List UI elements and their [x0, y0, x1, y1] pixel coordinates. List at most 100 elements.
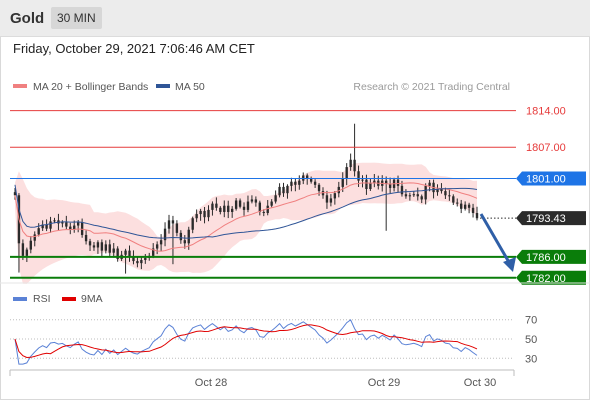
candle-body [116, 248, 119, 259]
candle-body [337, 186, 340, 194]
ma20-legend-swatch [13, 84, 27, 88]
candle-body [325, 195, 329, 203]
candle-body [179, 232, 183, 241]
candle-body [274, 195, 277, 202]
timeframe-button[interactable]: 30 MIN [51, 7, 102, 29]
candle-body [45, 224, 48, 229]
candle-body [471, 207, 475, 214]
candle-body [341, 178, 344, 187]
candle-body [416, 194, 419, 197]
candle-body [440, 189, 443, 192]
candle-body [424, 185, 427, 200]
candle-body [96, 242, 100, 248]
candle-body [112, 248, 115, 253]
candle-body [475, 213, 479, 219]
candle-body [262, 211, 265, 214]
x-label-oct30: Oct 30 [464, 377, 496, 389]
candle-body [282, 186, 285, 194]
candle-body [199, 210, 202, 215]
candle-body [266, 205, 269, 214]
candle-body [140, 260, 143, 264]
candle-body [373, 180, 376, 183]
candle-body [76, 222, 80, 226]
candle-body [65, 222, 68, 227]
candle-body [219, 207, 222, 212]
candle-body [384, 180, 388, 184]
candle-body [159, 240, 163, 245]
level-tag-1782.00 [516, 270, 586, 285]
candle-body [108, 244, 111, 253]
candle-body [452, 196, 455, 203]
candle-body [144, 257, 147, 261]
candle-body [404, 194, 408, 197]
candle-body [152, 248, 155, 256]
candle-body [428, 182, 431, 186]
candle-body [53, 220, 56, 222]
candle-body [187, 229, 190, 244]
candle-body [444, 191, 447, 196]
candle-body [92, 245, 96, 248]
candle-body [294, 181, 297, 185]
candle-body [211, 203, 214, 210]
candle-body [246, 201, 250, 210]
level-label-1807.00: 1807.00 [526, 142, 566, 154]
candle-body [230, 208, 234, 212]
level-label-1793.43: 1793.43 [526, 213, 566, 225]
candle-body [408, 195, 412, 197]
candle-body [234, 200, 238, 209]
candle-body [278, 186, 281, 196]
candle-body [467, 204, 471, 208]
candle-body [124, 250, 127, 255]
ma20-line [14, 182, 478, 252]
candle-body [302, 175, 305, 181]
rsi-legend-label: RSI [33, 293, 51, 305]
candle-body [463, 204, 467, 209]
candle-body [69, 226, 72, 230]
chart-header: Gold 30 MIN [0, 0, 590, 37]
ma50-line [14, 184, 478, 239]
level-label-1782.00: 1782.00 [526, 273, 566, 285]
candle-body [155, 244, 159, 249]
rsi-level-label-50: 50 [525, 334, 537, 346]
rsi-line [14, 319, 478, 365]
rsi-legend-swatch [13, 297, 27, 301]
level-tag-1801.00 [516, 171, 586, 186]
candle-body [80, 222, 84, 235]
candle-body [400, 185, 404, 195]
candle-body [298, 180, 301, 185]
candle-body [412, 194, 416, 196]
candle-body [37, 228, 40, 235]
candle-body [460, 203, 463, 209]
candle-body [104, 244, 108, 251]
candle-body [258, 202, 262, 212]
candle-body [73, 225, 76, 230]
rsi-level-label-70: 70 [525, 315, 537, 327]
candle-body [21, 243, 25, 256]
candle-body [88, 241, 92, 246]
candle-body [309, 178, 313, 182]
candle-body [361, 179, 364, 181]
rsi-ma9-line [14, 324, 478, 359]
rsi-level-label-30: 30 [525, 353, 537, 365]
candle-body [33, 234, 36, 241]
candle-body [242, 206, 246, 210]
candle-body [420, 196, 423, 200]
candle-body [317, 184, 321, 192]
candle-body [203, 210, 206, 218]
level-label-1801.00: 1801.00 [526, 174, 566, 186]
candle-body [369, 182, 372, 189]
credit-text: Research © 2021 Trading Central [353, 81, 510, 93]
candle-body [49, 221, 52, 229]
candle-body [345, 167, 348, 179]
candle-body [84, 234, 88, 242]
level-label-1786.00: 1786.00 [526, 252, 566, 264]
level-label-1814.00: 1814.00 [526, 106, 566, 118]
ma9-legend-swatch [62, 297, 76, 301]
candle-body [396, 179, 400, 186]
candle-body [313, 181, 317, 185]
candle-body [349, 159, 352, 168]
candle-body [290, 181, 293, 186]
symbol-title: Gold [10, 10, 45, 27]
candle-body [207, 209, 210, 218]
